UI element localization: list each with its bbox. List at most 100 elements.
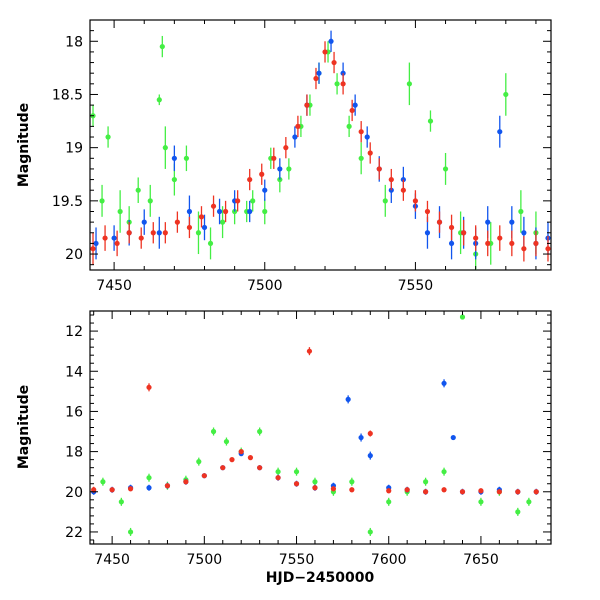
top-blue-point (171, 155, 177, 161)
top-green-point (334, 81, 340, 87)
bottom-y-tick-label: 12 (65, 324, 83, 340)
bottom-y-axis-label: Magnitude (16, 385, 32, 469)
bottom-blue-point (441, 380, 447, 386)
top-blue-point (186, 208, 193, 215)
top-green-point (358, 155, 364, 161)
top-red-point (198, 214, 205, 220)
bottom-red-point (127, 486, 134, 492)
top-red-point (400, 187, 406, 193)
top-green-point (518, 208, 524, 215)
top-green-point (207, 240, 214, 247)
top-blue-point (509, 219, 515, 225)
bottom-green-point (127, 529, 134, 535)
top-red-point (376, 166, 382, 172)
top-green-point (147, 198, 153, 204)
bottom-blue-point (146, 485, 152, 491)
bottom-plot-frame (89, 310, 552, 545)
top-y-tick-label: 20 (65, 247, 83, 263)
bottom-y-tick-label: 16 (65, 404, 83, 420)
top-red-point (412, 198, 419, 204)
bottom-red-point (220, 465, 226, 471)
top-blue-point (521, 230, 527, 236)
top-red-point (448, 224, 455, 231)
top-axis-ticks: 7450 7500 7550 18 18.5 19 19.5 20 (52, 19, 551, 294)
top-red-point (259, 171, 265, 177)
bottom-red-point (275, 475, 281, 481)
bottom-green-point (293, 469, 300, 475)
top-red-point (90, 246, 96, 252)
bottom-red-point (349, 487, 355, 493)
top-red-point (521, 246, 527, 252)
bottom-blue-point (345, 396, 351, 402)
bottom-red-point (496, 489, 502, 495)
bottom-x-tick-label: 7600 (371, 552, 407, 568)
bottom-red-point (367, 430, 373, 437)
bottom-x-tick-label: 7650 (463, 552, 499, 568)
top-red-point (102, 235, 108, 241)
top-green-point (250, 198, 256, 204)
top-red-point (331, 59, 337, 66)
bottom-green-point (459, 314, 466, 320)
top-red-point (114, 240, 120, 247)
top-y-tick-label: 19.5 (52, 194, 83, 210)
bottom-green-point (146, 475, 152, 481)
top-y-tick-label: 18 (65, 34, 83, 50)
top-red-point (247, 176, 253, 183)
bottom-green-point (275, 469, 281, 475)
top-green-point (346, 123, 352, 129)
top-red-point (186, 224, 193, 231)
bottom-green-point (196, 459, 202, 465)
top-red-point (485, 240, 491, 247)
top-red-point (295, 123, 301, 129)
top-x-tick-label: 7500 (247, 278, 283, 294)
top-blue-point (141, 219, 147, 225)
bottom-red-point (441, 487, 447, 493)
top-green-point (427, 118, 434, 124)
top-red-point (126, 230, 132, 236)
bottom-green-point (100, 479, 106, 485)
top-green-point (156, 97, 162, 103)
bottom-green-point (423, 479, 429, 485)
bottom-red-point (183, 479, 189, 485)
bottom-green-point (349, 479, 355, 485)
top-green-point (286, 166, 292, 172)
top-green-point (442, 166, 449, 172)
bottom-green-point (257, 428, 263, 435)
top-blue-point (93, 240, 99, 247)
bottom-axis-ticks: 7450 7500 7550 7600 7650 12 14 16 18 20 22 (65, 311, 551, 568)
top-red-point (174, 219, 180, 225)
bottom-green-point (478, 499, 484, 505)
bottom-green-point (223, 438, 230, 445)
top-red-point (210, 203, 217, 209)
top-green-point (99, 198, 105, 204)
bottom-red-point (164, 483, 171, 489)
top-green-point (135, 187, 141, 193)
bottom-red-point (404, 487, 410, 493)
bottom-blue-point (367, 453, 373, 459)
top-green-point (105, 134, 111, 140)
bottom-data-points (91, 314, 539, 536)
bottom-red-point (293, 481, 300, 487)
top-red-point (509, 240, 515, 247)
top-red-point (313, 75, 319, 82)
bottom-red-point (109, 487, 115, 493)
bottom-green-point (386, 499, 392, 505)
top-red-point (533, 240, 539, 247)
top-green-point (503, 91, 509, 98)
top-red-point (283, 145, 289, 151)
bottom-x-tick-label: 7450 (94, 552, 130, 568)
bottom-x-tick-label: 7500 (187, 552, 223, 568)
top-red-point (497, 235, 503, 241)
bottom-red-point (229, 457, 235, 463)
top-green-point (262, 208, 268, 215)
top-red-point (424, 208, 431, 215)
bottom-x-tick-label: 7550 (279, 552, 315, 568)
top-green-point (195, 230, 202, 236)
top-green-point (171, 176, 177, 183)
bottom-y-tick-label: 18 (65, 445, 83, 461)
top-blue-point (497, 129, 503, 135)
bottom-red-point (238, 449, 244, 455)
top-red-point (235, 198, 241, 204)
bottom-red-point (312, 485, 318, 491)
bottom-green-point (210, 428, 217, 435)
